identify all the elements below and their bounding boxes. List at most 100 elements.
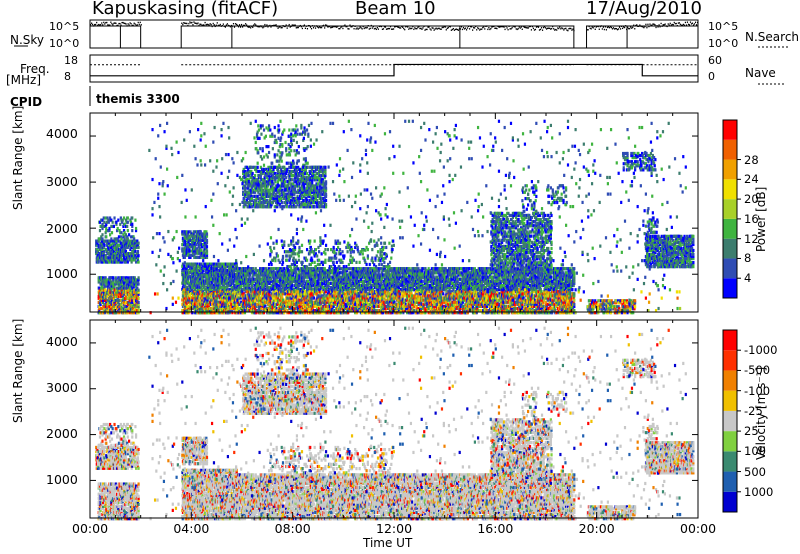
velocity-cell xyxy=(114,510,117,515)
noise-point xyxy=(255,24,257,26)
velocity-cell xyxy=(116,502,119,507)
velocity-cell xyxy=(110,500,113,504)
power-cell xyxy=(112,276,115,280)
power-cell xyxy=(108,226,111,231)
noise-point xyxy=(472,29,474,31)
noise-point xyxy=(373,28,375,30)
noise-point xyxy=(341,25,343,28)
noise-step xyxy=(89,25,142,48)
velocity-cell xyxy=(133,482,136,486)
noise-point xyxy=(138,23,140,26)
velocity-cell xyxy=(125,488,128,492)
velocity-ytick: 2000 xyxy=(46,426,78,441)
noise-point xyxy=(644,25,646,28)
noise-point xyxy=(105,21,107,24)
noise-step xyxy=(586,25,699,48)
noise-point xyxy=(94,23,96,26)
noise-point xyxy=(438,27,440,30)
power-colorbar-tick-label: 24 xyxy=(744,172,759,186)
noise-point xyxy=(427,26,429,28)
power-cell xyxy=(111,220,114,224)
velocity-cell xyxy=(107,496,110,500)
power-cell xyxy=(105,235,108,239)
velocity-cell xyxy=(127,515,130,519)
velocity-cell xyxy=(109,500,112,504)
noise-point xyxy=(608,26,611,29)
power-cell xyxy=(126,290,129,294)
velocity-cell xyxy=(107,425,110,429)
power-colorbar-tick-label: 28 xyxy=(744,153,759,167)
power-cell xyxy=(114,252,117,256)
power-cell xyxy=(134,306,137,311)
velocity-cell xyxy=(110,458,113,462)
power-cell xyxy=(106,216,109,220)
power-cell xyxy=(108,243,111,247)
power-cell xyxy=(101,222,104,226)
velocity-cell xyxy=(105,498,109,502)
velocity-cell xyxy=(121,456,124,460)
noise-point xyxy=(360,27,362,29)
velocity-cell xyxy=(119,462,122,466)
power-cell xyxy=(112,288,115,292)
noise-point xyxy=(219,23,221,26)
power-cell xyxy=(181,243,185,247)
power-cell xyxy=(102,224,105,229)
power-cell xyxy=(125,286,128,290)
noise-right-tick: 10^0 xyxy=(708,37,738,50)
velocity-cell xyxy=(129,441,133,445)
velocity-cell xyxy=(100,482,103,486)
noise-point xyxy=(519,27,521,29)
noise-point xyxy=(289,26,291,28)
power-cell xyxy=(105,249,109,254)
power-cell xyxy=(97,245,100,249)
velocity-cell xyxy=(123,437,126,441)
velocity-cell xyxy=(114,450,117,454)
noise-point xyxy=(203,24,205,26)
power-cell xyxy=(116,258,119,262)
velocity-cell xyxy=(133,504,136,509)
power-cell xyxy=(102,300,105,305)
noise-point xyxy=(664,23,666,25)
power-cell xyxy=(125,292,128,296)
power-cell xyxy=(187,230,190,234)
power-cell xyxy=(110,282,114,286)
velocity-cell xyxy=(95,454,98,458)
velocity-cell xyxy=(116,515,119,519)
noise-point xyxy=(639,24,641,26)
power-ytick: 3000 xyxy=(46,174,78,189)
power-cell xyxy=(120,304,123,309)
velocity-cell xyxy=(107,466,110,470)
noise-point xyxy=(362,25,364,28)
power-cell xyxy=(102,290,105,294)
noise-point xyxy=(209,23,211,25)
velocity-cell xyxy=(105,445,109,450)
power-cell xyxy=(115,290,118,294)
noise-point xyxy=(604,26,606,28)
noise-point xyxy=(353,28,355,30)
velocity-cell xyxy=(97,466,100,470)
power-cell xyxy=(183,238,186,242)
power-cell xyxy=(133,296,136,300)
noise-point xyxy=(498,26,500,28)
power-cell xyxy=(109,258,112,262)
noise-point xyxy=(261,25,263,28)
power-cell xyxy=(134,298,138,302)
power-cell xyxy=(124,218,128,222)
power-cell xyxy=(121,286,124,290)
velocity-cell xyxy=(135,452,138,456)
velocity-cell xyxy=(117,506,120,511)
power-cell xyxy=(102,256,105,260)
power-cell xyxy=(110,290,114,294)
power-cell xyxy=(112,284,115,288)
noise-point xyxy=(140,24,142,26)
noise-point xyxy=(416,27,418,30)
noise-point xyxy=(408,28,410,30)
velocity-cell xyxy=(183,443,186,447)
power-cell xyxy=(100,224,103,229)
noise-point xyxy=(314,27,317,29)
noise-point xyxy=(527,27,529,29)
velocity-cell xyxy=(108,447,111,452)
velocity-cell xyxy=(113,450,116,454)
noise-point xyxy=(119,22,121,25)
velocity-cell xyxy=(131,462,134,466)
